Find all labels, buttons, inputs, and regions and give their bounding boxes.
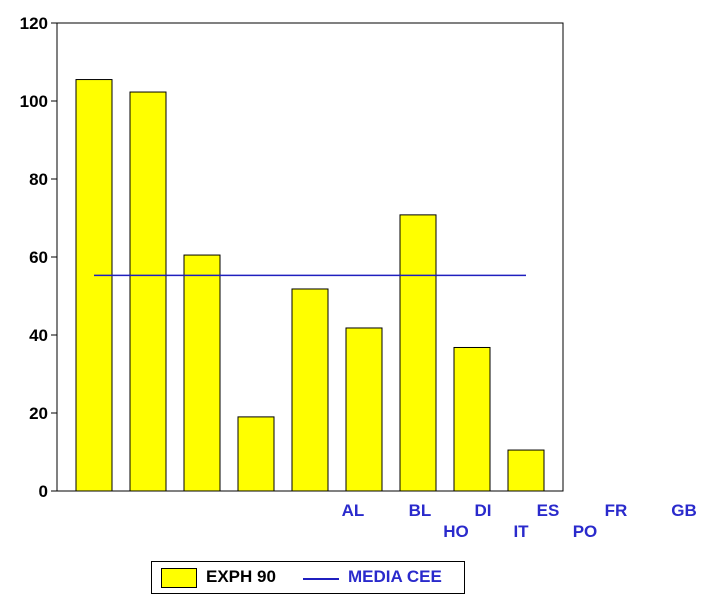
legend-label-exph90: EXPH 90 bbox=[206, 567, 276, 586]
x-axis-labels: AL BL DI ES FR GB HO IT PO bbox=[342, 501, 697, 541]
x-tick-label: DI bbox=[475, 501, 492, 520]
x-tick-label: HO bbox=[443, 522, 469, 541]
y-tick-label: 20 bbox=[29, 404, 48, 423]
y-tick-label: 80 bbox=[29, 170, 48, 189]
bar bbox=[507, 449, 545, 492]
y-tick-label: 0 bbox=[39, 482, 48, 501]
y-tick-label: 120 bbox=[20, 14, 48, 33]
y-tick-label: 40 bbox=[29, 326, 48, 345]
bar-chart: 0 20 40 60 80 100 120 AL BL DI ES FR GB HO IT PO bbox=[20, 14, 697, 541]
bar bbox=[345, 327, 383, 492]
bar bbox=[399, 214, 437, 492]
y-axis: 0 20 40 60 80 100 120 bbox=[20, 14, 57, 501]
bar bbox=[75, 79, 113, 492]
x-tick-label: GB bbox=[671, 501, 697, 520]
bar bbox=[237, 416, 275, 492]
legend: EXPH 90 MEDIA CEE bbox=[151, 561, 465, 594]
y-tick-label: 60 bbox=[29, 248, 48, 267]
x-tick-label: PO bbox=[573, 522, 598, 541]
bar bbox=[129, 91, 167, 492]
x-tick-label: IT bbox=[513, 522, 529, 541]
bars bbox=[75, 79, 545, 492]
legend-line-media-cee bbox=[303, 578, 339, 580]
bar bbox=[183, 254, 221, 492]
y-tick-label: 100 bbox=[20, 92, 48, 111]
legend-label-media-cee: MEDIA CEE bbox=[348, 567, 442, 586]
x-tick-label: ES bbox=[537, 501, 560, 520]
bar bbox=[291, 288, 329, 492]
x-tick-label: AL bbox=[342, 501, 365, 520]
x-tick-label: FR bbox=[605, 501, 628, 520]
legend-swatch-exph90 bbox=[161, 568, 197, 588]
bar bbox=[453, 346, 491, 492]
x-tick-label: BL bbox=[409, 501, 432, 520]
